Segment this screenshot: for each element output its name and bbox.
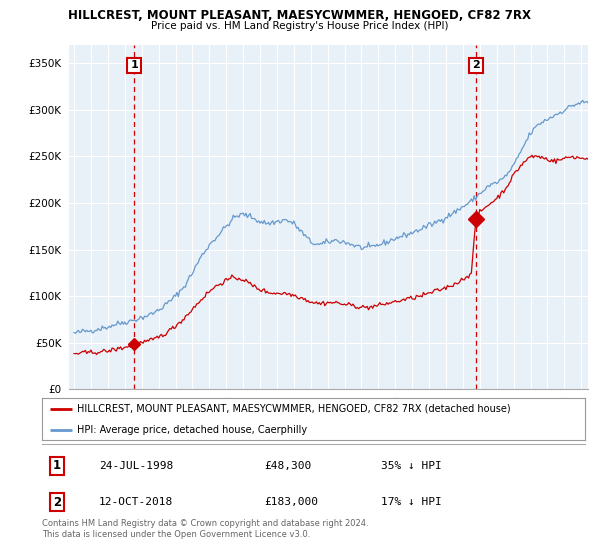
Text: 17% ↓ HPI: 17% ↓ HPI xyxy=(381,497,442,507)
Text: 2: 2 xyxy=(472,60,480,70)
Text: 1: 1 xyxy=(130,60,138,70)
Text: HILLCREST, MOUNT PLEASANT, MAESYCWMMER, HENGOED, CF82 7RX (detached house): HILLCREST, MOUNT PLEASANT, MAESYCWMMER, … xyxy=(77,404,511,414)
Text: 12-OCT-2018: 12-OCT-2018 xyxy=(99,497,173,507)
Text: 1: 1 xyxy=(53,459,61,473)
Text: £183,000: £183,000 xyxy=(264,497,318,507)
Text: 2: 2 xyxy=(53,496,61,509)
Text: HILLCREST, MOUNT PLEASANT, MAESYCWMMER, HENGOED, CF82 7RX: HILLCREST, MOUNT PLEASANT, MAESYCWMMER, … xyxy=(68,9,532,22)
Text: 24-JUL-1998: 24-JUL-1998 xyxy=(99,461,173,471)
Text: £48,300: £48,300 xyxy=(264,461,311,471)
Text: HPI: Average price, detached house, Caerphilly: HPI: Average price, detached house, Caer… xyxy=(77,426,307,435)
Text: Price paid vs. HM Land Registry's House Price Index (HPI): Price paid vs. HM Land Registry's House … xyxy=(151,21,449,31)
Text: Contains HM Land Registry data © Crown copyright and database right 2024.
This d: Contains HM Land Registry data © Crown c… xyxy=(42,519,368,539)
Text: 35% ↓ HPI: 35% ↓ HPI xyxy=(381,461,442,471)
